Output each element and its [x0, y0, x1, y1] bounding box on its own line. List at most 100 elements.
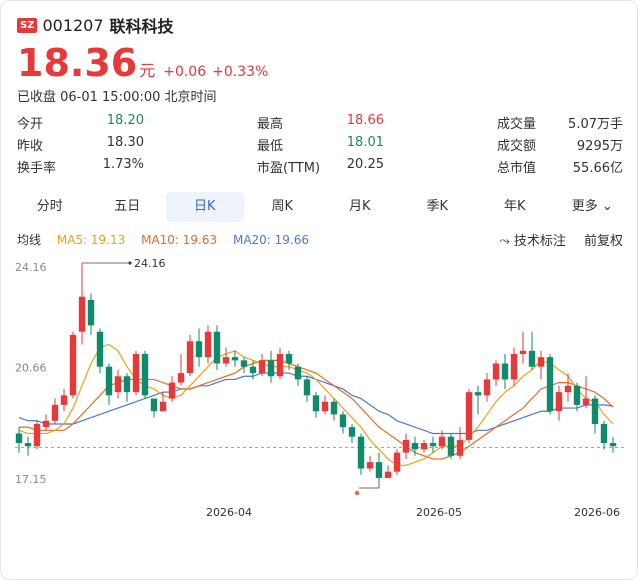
tab-1[interactable]: 五日 [114, 199, 141, 214]
candle-body [348, 427, 356, 437]
stat-value: 5.07万手 [568, 117, 623, 132]
candle-body [564, 385, 572, 393]
tab-4[interactable]: 月K [348, 199, 371, 214]
candle-body [87, 299, 95, 326]
candle-body [330, 401, 338, 415]
candle-body [357, 436, 365, 469]
max-dot [128, 261, 132, 265]
candle-body [483, 379, 491, 396]
candle-body [420, 443, 428, 450]
candle-body [141, 353, 149, 396]
tab-0[interactable]: 分时 [36, 199, 63, 214]
candle-body [96, 331, 104, 367]
candle-body [177, 373, 185, 383]
candle-body [114, 376, 122, 393]
candle-body [492, 363, 500, 380]
stat-value: 9295万 [576, 139, 623, 154]
candle-body [285, 353, 293, 364]
candle-body [447, 436, 455, 456]
stock-code: 001207 [42, 15, 104, 35]
candle-body [168, 382, 176, 399]
x-tick-label: 2026-06 [574, 506, 620, 519]
tab-2[interactable]: 日K [166, 192, 244, 222]
price-change-pct: +0.33% [212, 64, 269, 80]
stat-label: 换手率 [17, 161, 57, 176]
market-status: 已收盘 06-01 15:00:00 北京时间 [17, 90, 217, 105]
y-tick-label: 17.15 [15, 473, 47, 486]
candle-body [78, 296, 86, 332]
candle-body [429, 443, 437, 447]
indicator-label: 技术标注 [513, 234, 566, 249]
candle-body [537, 357, 545, 367]
candle-body [591, 398, 599, 424]
tab-7[interactable]: 更多 ⌄ [571, 199, 613, 214]
stat-value: 20.25 [346, 157, 384, 172]
indicator-button[interactable]: ⤳ 技术标注 [499, 234, 565, 249]
candle-body [339, 414, 347, 428]
candle-body [150, 398, 158, 412]
kline-chart[interactable]: 24.16 20.66 17.15 24.16 2026-04 2026-05 2026-0… [1, 251, 637, 529]
candle-body [60, 395, 68, 405]
stat-label: 最低 [257, 139, 284, 154]
candle-body [519, 350, 527, 354]
candle-body [267, 360, 275, 377]
ma-label: 均线 [17, 233, 42, 247]
ma10-value: MA10: 19.63 [141, 233, 218, 247]
max-label: 24.16 [134, 257, 166, 270]
ma-legend: 均线 MA5: 19.13 MA10: 19.63 MA20: 19.66 [17, 231, 321, 248]
candle-body [222, 357, 230, 364]
candle-body [501, 363, 509, 380]
candle-body [573, 385, 581, 405]
candle-body [159, 401, 167, 412]
price-change: +0.06 [163, 64, 207, 80]
candle-body [555, 392, 563, 412]
candle-body [195, 341, 203, 358]
candle-body [258, 360, 266, 374]
stat-label: 最高 [257, 117, 284, 132]
price-row: 18.36 元 +0.06 +0.33% [17, 41, 268, 85]
candle-body [366, 462, 374, 469]
candle-body [42, 420, 50, 428]
candle-body [474, 392, 482, 396]
y-tick-label: 20.66 [15, 361, 47, 374]
candle-body [609, 443, 617, 447]
x-tick-label: 2026-04 [206, 506, 252, 519]
candle-body [24, 443, 32, 447]
candle-body [51, 404, 59, 421]
candle-body [213, 331, 221, 364]
candle-body [375, 462, 383, 479]
indicator-icon: ⤳ [499, 234, 510, 249]
stat-value: 18.01 [346, 135, 384, 150]
stat-value: 1.73% [102, 157, 144, 172]
current-price: 18.36 [17, 41, 138, 85]
candle-body [456, 439, 464, 456]
tab-3[interactable]: 周K [271, 199, 294, 214]
candle-body [546, 357, 554, 412]
candle-body [186, 341, 194, 374]
candle-body [15, 433, 23, 444]
exchange-badge: SZ [17, 17, 38, 33]
candle-body [249, 366, 257, 374]
stat-value: 55.66亿 [572, 161, 623, 176]
period-tabs: 分时 五日 日K 周K 月K 季K 年K 更多 ⌄ [11, 192, 631, 222]
candle-body [132, 353, 140, 393]
stat-value: 18.66 [346, 113, 384, 128]
candle-body [276, 353, 284, 377]
tab-5[interactable]: 季K [426, 199, 449, 214]
candle-body [393, 452, 401, 472]
candle-body [402, 439, 410, 453]
stat-label: 成交额 [497, 139, 537, 154]
candle-body [33, 423, 41, 447]
candle-body [465, 392, 473, 440]
ma20-value: MA20: 19.66 [232, 233, 310, 247]
adjust-button[interactable]: 前复权 [583, 234, 623, 249]
x-tick-label: 2026-05 [416, 506, 462, 519]
candle-body [69, 334, 77, 396]
price-unit: 元 [139, 61, 156, 80]
candle-body [510, 353, 518, 380]
candle-body [204, 331, 212, 358]
tab-6[interactable]: 年K [503, 199, 526, 214]
candle-body [528, 350, 536, 367]
min-pointer [359, 484, 380, 489]
